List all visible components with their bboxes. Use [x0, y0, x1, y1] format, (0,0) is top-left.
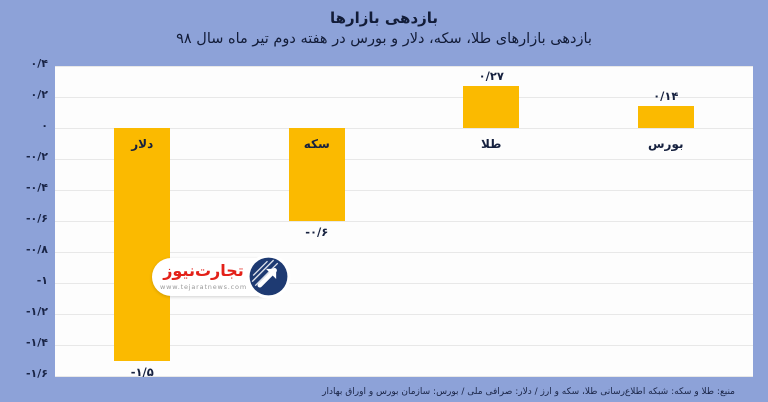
source-note: منبع: طلا و سکه: شبکه اطلاع‌رسانی طلا، س… — [322, 387, 735, 397]
y-tick-label: -۰/۴ — [25, 181, 48, 194]
bar-4 — [637, 106, 694, 128]
y-tick-label: -۱ — [36, 274, 48, 287]
gridline — [55, 189, 753, 191]
gridline — [55, 158, 753, 160]
gridline — [55, 282, 753, 284]
gridline — [55, 251, 753, 253]
y-tick-label: -۱/۴ — [25, 336, 48, 349]
chart-title: بازدهی بازارها — [329, 9, 439, 27]
watermark-emblem-icon — [246, 254, 291, 299]
gridline — [55, 313, 753, 315]
category-label: بورس — [648, 137, 684, 151]
watermark-url: www.tejaratnews.com — [160, 283, 247, 291]
category-label: دلار — [131, 137, 154, 151]
y-axis: ۰/۴ ۰/۲ ۰ -۰/۲ -۰/۴ -۰/۶ -۰/۸ -۱ -۱/۲ -۱/۴ -۱/۶ — [0, 57, 48, 380]
y-tick-label: -۱/۶ — [25, 367, 48, 380]
category-label: سکه — [303, 137, 330, 151]
y-tick-label: ۰ — [41, 119, 48, 132]
y-tick-label: ۰/۲ — [30, 88, 48, 101]
gridline — [55, 344, 753, 346]
gridline — [55, 65, 753, 67]
category-label: طلا — [481, 137, 502, 151]
y-tick-label: -۱/۲ — [25, 305, 48, 318]
bar-3 — [463, 86, 520, 128]
bar-value-label: ۰/۱۴ — [653, 89, 679, 104]
bar-value-label: ۰/۲۷ — [478, 69, 504, 84]
y-tick-label: -۰/۶ — [25, 212, 48, 225]
y-tick-label: -۰/۸ — [25, 243, 48, 256]
bar-value-label: -۰/۶ — [305, 225, 329, 239]
watermark-brand-text: تجارت‌نیوز — [163, 261, 244, 280]
gridline — [55, 220, 753, 222]
chart-subtitle: بازدهی بازارهای طلا، سکه، دلار و بورس در… — [176, 31, 592, 47]
watermark-logo: تجارت‌نیوز www.tejaratnews.com — [152, 253, 292, 303]
bar-2 — [288, 128, 345, 221]
bar-1 — [114, 128, 171, 361]
bar-value-label: -۱/۵ — [130, 364, 154, 379]
y-tick-label: -۰/۲ — [25, 150, 48, 163]
gridline — [55, 375, 753, 377]
y-tick-label: ۰/۴ — [30, 57, 48, 70]
gridline — [55, 96, 753, 98]
plot-area: -۱/۵ دلار -۰/۶ سکه ۰/۲۷ طلا ۰/۱۴ بورس — [55, 65, 753, 379]
gridline — [55, 127, 753, 129]
